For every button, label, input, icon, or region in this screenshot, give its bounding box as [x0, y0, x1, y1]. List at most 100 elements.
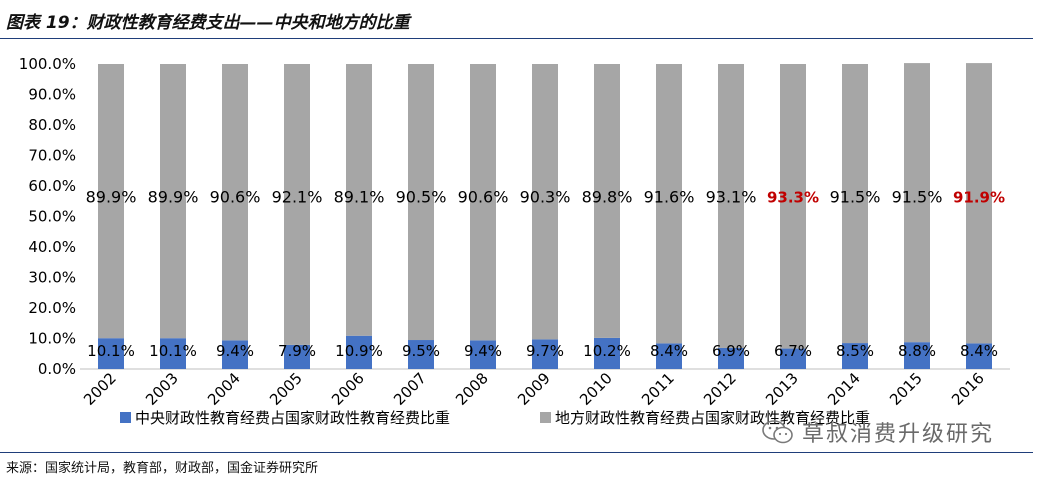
- bar-central-2011: [656, 343, 682, 369]
- y-tick-label: 90.0%: [28, 86, 76, 104]
- x-tick-label-2004: 2004: [204, 369, 244, 409]
- bar-central-2008: [470, 340, 496, 369]
- data-label-local-2014: 91.5%: [830, 187, 881, 206]
- bar-local-2010: [594, 64, 620, 338]
- data-label-central-2011: 8.4%: [650, 342, 688, 360]
- bar-central-2002: [98, 338, 124, 369]
- data-label-central-2003: 10.1%: [149, 342, 197, 360]
- data-label-local-2008: 90.6%: [458, 187, 509, 206]
- bar-central-2005: [284, 344, 310, 369]
- data-label-local-2007: 90.5%: [396, 187, 447, 206]
- y-tick-label: 70.0%: [28, 147, 76, 165]
- bar-central-2007: [408, 340, 434, 369]
- data-label-central-2010: 10.2%: [583, 342, 631, 360]
- bar-local-2007: [408, 64, 434, 341]
- stacked-bar-chart: 0.0% 10.0% 20.0% 30.0% 40.0% 50.0% 60.0% 70.0% 8…: [19, 55, 1010, 427]
- bar-central-2006: [346, 335, 372, 369]
- chart-area: 0.0% 10.0% 20.0% 30.0% 40.0% 50.0% 60.0% 70.0% 8…: [0, 40, 1047, 450]
- y-tick-label: 50.0%: [28, 208, 76, 226]
- data-label-central-2007: 9.5%: [402, 342, 440, 360]
- bar-central-2014: [842, 343, 868, 369]
- data-label-central-2013: 6.7%: [774, 342, 812, 360]
- watermark-text: 草叔消费升级研究: [802, 422, 995, 447]
- bar-local-2012: [718, 64, 744, 348]
- x-tick-label-2011: 2011: [638, 369, 678, 409]
- legend-label-central: 中央财政性教育经费占国家财政性教育经费比重: [135, 409, 450, 427]
- data-label-central-2005: 7.9%: [278, 342, 316, 360]
- source-note: 来源：国家统计局，教育部，财政部，国金证券研究所: [6, 461, 319, 476]
- data-label-central-2002: 10.1%: [87, 342, 135, 360]
- data-label-central-2008: 9.4%: [464, 342, 502, 360]
- bar-central-2015: [904, 342, 930, 369]
- data-label-central-2009: 9.7%: [526, 342, 564, 360]
- bar-local-2002: [98, 64, 124, 339]
- wechat-icon: [762, 419, 794, 445]
- bar-central-2004: [222, 340, 248, 369]
- chart-header: 图表 19：财政性教育经费支出——中央和地方的比重: [0, 0, 1035, 38]
- data-label-local-2016: 91.9%: [953, 188, 1005, 206]
- bar-local-2016: [966, 63, 992, 344]
- x-tick-label-2006: 2006: [328, 369, 368, 409]
- data-label-local-2012: 93.1%: [706, 187, 757, 206]
- x-tick-label-2005: 2005: [266, 369, 306, 409]
- x-tick-label-2010: 2010: [576, 369, 616, 409]
- bar-local-2013: [780, 64, 806, 349]
- legend-swatch-local: [540, 412, 551, 423]
- data-label-local-2011: 91.6%: [644, 187, 695, 206]
- x-tick-label-2003: 2003: [142, 369, 182, 409]
- bar-central-2003: [160, 338, 186, 369]
- y-tick-label: 100.0%: [19, 55, 76, 73]
- bar-central-2010: [594, 337, 620, 369]
- data-label-local-2002: 89.9%: [86, 187, 137, 206]
- x-tick-label-2016: 2016: [948, 369, 988, 409]
- data-label-local-2003: 89.9%: [148, 187, 199, 206]
- data-label-local-2013: 93.3%: [767, 188, 819, 206]
- x-tick-label-2014: 2014: [824, 369, 864, 409]
- data-label-local-2004: 90.6%: [210, 187, 261, 206]
- watermark: 草叔消费升级研究: [762, 414, 994, 450]
- bar-local-2009: [532, 64, 558, 340]
- bar-local-2005: [284, 64, 310, 345]
- data-label-central-2012: 6.9%: [712, 342, 750, 360]
- bar-central-2012: [718, 347, 744, 369]
- data-label-local-2010: 89.8%: [582, 187, 633, 206]
- x-tick-label-2015: 2015: [886, 369, 926, 409]
- y-tick-label: 60.0%: [28, 177, 76, 195]
- bar-local-2015: [904, 63, 930, 343]
- x-tick-label-2012: 2012: [700, 369, 740, 409]
- bar-local-2008: [470, 64, 496, 341]
- data-label-local-2015: 91.5%: [892, 187, 943, 206]
- chart-title: 图表 19：财政性教育经费支出——中央和地方的比重: [6, 13, 410, 33]
- y-tick-label: 10.0%: [28, 330, 76, 348]
- x-tick-label-2013: 2013: [762, 369, 802, 409]
- x-tick-label-2002: 2002: [80, 369, 120, 409]
- y-tick-label: 30.0%: [28, 269, 76, 287]
- y-tick-label: 80.0%: [28, 116, 76, 134]
- data-label-central-2014: 8.5%: [836, 342, 874, 360]
- data-label-local-2005: 92.1%: [272, 187, 323, 206]
- data-label-central-2016: 8.4%: [960, 342, 998, 360]
- bar-central-2016: [966, 343, 992, 369]
- bar-central-2009: [532, 339, 558, 369]
- bar-local-2004: [222, 64, 248, 341]
- data-label-central-2015: 8.8%: [898, 342, 936, 360]
- bar-local-2011: [656, 64, 682, 344]
- legend-label-local: 地方财政性教育经费占国家财政性教育经费比重: [555, 409, 870, 427]
- source-divider: [0, 452, 1033, 453]
- bar-central-2013: [780, 348, 806, 369]
- x-tick-label-2009: 2009: [514, 369, 554, 409]
- bar-local-2014: [842, 64, 868, 344]
- bar-local-2003: [160, 64, 186, 339]
- title-divider: [0, 38, 1033, 39]
- y-tick-label: 0.0%: [38, 360, 76, 378]
- y-tick-label: 40.0%: [28, 238, 76, 256]
- y-tick-label: 20.0%: [28, 299, 76, 317]
- bar-local-2006: [346, 64, 372, 336]
- x-tick-label-2008: 2008: [452, 369, 492, 409]
- x-tick-label-2007: 2007: [390, 369, 430, 409]
- data-label-central-2006: 10.9%: [335, 342, 383, 360]
- data-label-central-2004: 9.4%: [216, 342, 254, 360]
- data-label-local-2009: 90.3%: [520, 187, 571, 206]
- legend-swatch-central: [120, 412, 131, 423]
- data-label-local-2006: 89.1%: [334, 187, 385, 206]
